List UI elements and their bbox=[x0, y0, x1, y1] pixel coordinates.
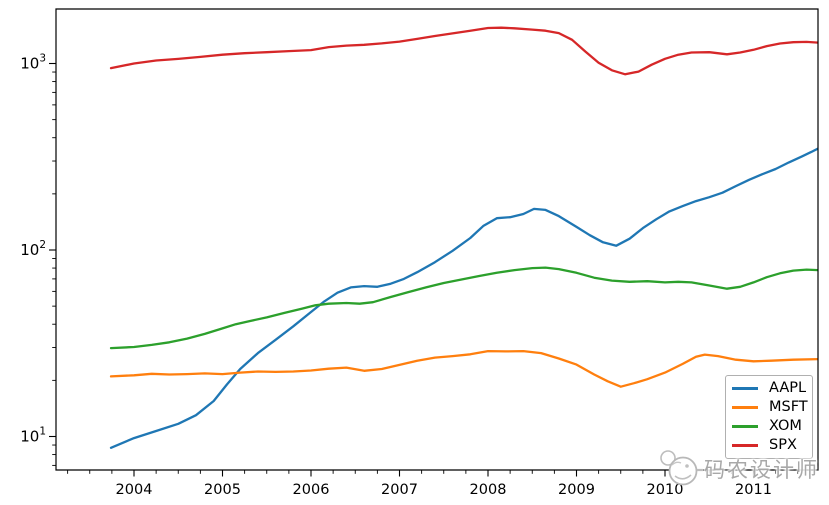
legend-item-aapl: AAPL bbox=[732, 381, 806, 396]
legend-item-msft: MSFT bbox=[732, 399, 808, 416]
legend-line-sample bbox=[732, 444, 758, 447]
legend-label: SPX bbox=[769, 437, 797, 454]
x-tick-label: 2009 bbox=[558, 482, 595, 498]
series-line-aapl bbox=[109, 147, 818, 449]
y-tick-label: 102 bbox=[20, 239, 46, 259]
x-tick-label: 2010 bbox=[647, 482, 684, 498]
legend-item-spx: SPX bbox=[732, 438, 806, 453]
legend-line-sample bbox=[732, 387, 758, 390]
x-tick-label: 2006 bbox=[293, 482, 330, 498]
x-tick-label: 2007 bbox=[381, 482, 418, 498]
y-tick-label: 101 bbox=[20, 426, 46, 446]
legend-item-xom: XOM bbox=[732, 419, 806, 434]
x-tick-label: 2004 bbox=[116, 482, 153, 498]
series-line-spx bbox=[109, 26, 818, 76]
legend-label: MSFT bbox=[769, 399, 808, 416]
legend: AAPL MSFT XOM SPX bbox=[725, 375, 813, 459]
x-tick-label: 2005 bbox=[204, 482, 241, 498]
y-axis-minor-ticks bbox=[52, 71, 56, 466]
series-line-msft bbox=[109, 349, 818, 388]
legend-line-sample bbox=[732, 425, 758, 428]
y-axis-ticks: 101 102 103 bbox=[20, 53, 56, 446]
series-lines bbox=[109, 26, 818, 449]
x-axis-ticks: 2004 2005 2006 2007 2008 2009 2010 2011 bbox=[116, 470, 772, 498]
plot-spines bbox=[55, 8, 819, 471]
legend-label: XOM bbox=[769, 418, 802, 435]
legend-label: AAPL bbox=[769, 380, 807, 397]
x-tick-label: 2008 bbox=[470, 482, 507, 498]
x-tick-label: 2011 bbox=[735, 482, 772, 498]
series-line-xom bbox=[109, 266, 818, 350]
legend-line-sample bbox=[732, 406, 758, 409]
y-tick-label: 103 bbox=[20, 53, 46, 73]
